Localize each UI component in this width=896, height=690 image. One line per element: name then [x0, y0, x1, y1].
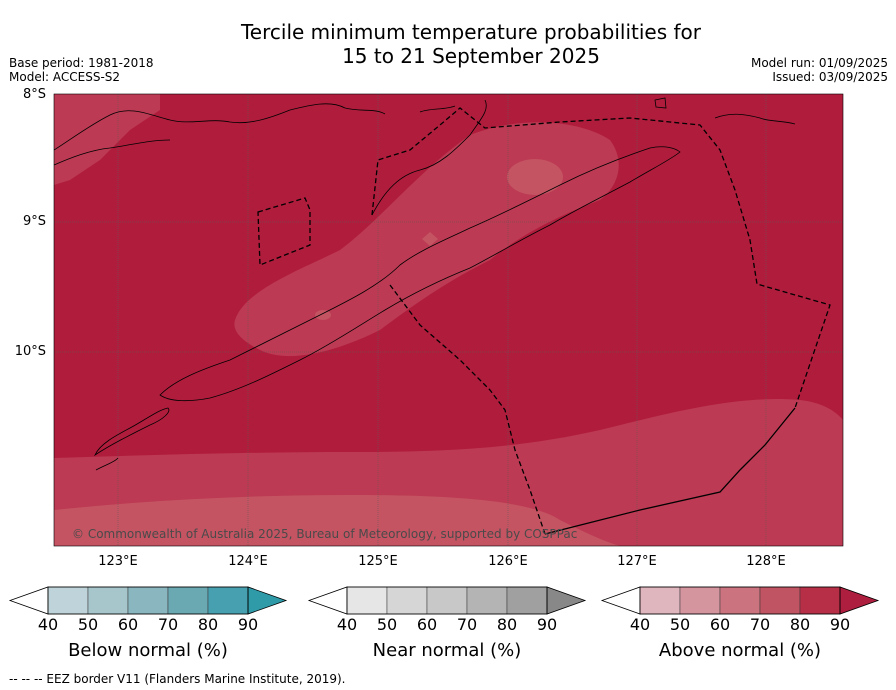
- lat-label-8s: 8°S: [22, 87, 46, 102]
- lon-label-124e: 124°E: [228, 554, 268, 569]
- colorbar-segment: [426, 586, 468, 615]
- colorbar-segment: [87, 586, 129, 615]
- meta-left: Base period: 1981-2018 Model: ACCESS-S2: [9, 56, 154, 84]
- lon-label-126e: 126°E: [488, 554, 528, 569]
- colorbar-segment: [167, 586, 209, 615]
- colorbar-tick-label: 90: [829, 615, 851, 634]
- colorbar-segment: [127, 586, 169, 615]
- colorbar-extend-high: [247, 586, 288, 615]
- colorbar-near: [307, 586, 587, 615]
- lon-label-127e: 127°E: [617, 554, 657, 569]
- colorbar-extend-low: [307, 586, 348, 615]
- colorbar-tick-label: 70: [456, 615, 478, 634]
- colorbar-segment: [506, 586, 548, 615]
- lat-label-10s: 10°S: [14, 344, 46, 359]
- colorbar-tick-label: 80: [496, 615, 518, 634]
- colorbar-tick-label: 60: [117, 615, 139, 634]
- colorbar-tick-label: 80: [789, 615, 811, 634]
- lon-label-128e: 128°E: [746, 554, 786, 569]
- colorbar-above: [600, 586, 880, 615]
- base-period: Base period: 1981-2018: [9, 56, 154, 70]
- colorbar-segment: [759, 586, 801, 615]
- colorbar-tick-label: 90: [237, 615, 259, 634]
- colorbar-tick-label: 50: [77, 615, 99, 634]
- prob-region-small-3: [315, 310, 331, 320]
- prob-region-bottom-2: [54, 495, 620, 546]
- copyright-notice: © Commonwealth of Australia 2025, Bureau…: [72, 527, 578, 541]
- lat-label-9s: 9°S: [22, 214, 46, 229]
- lon-label-125e: 125°E: [358, 554, 398, 569]
- prob-region-small-1: [507, 159, 563, 195]
- colorbar-title-near: Near normal (%): [372, 640, 522, 661]
- eez-footer-note: -- -- -- EEZ border V11 (Flanders Marine…: [9, 672, 346, 686]
- issued-date: Issued: 03/09/2025: [772, 70, 888, 84]
- colorbar-below: [8, 586, 288, 615]
- colorbar-segment: [346, 586, 388, 615]
- colorbar-segment: [466, 586, 508, 615]
- colorbar-frame: [639, 586, 841, 615]
- colorbar-segment: [679, 586, 721, 615]
- gridlines: [54, 94, 843, 546]
- map-title: Tercile minimum temperature probabilitie…: [0, 20, 896, 68]
- colorbar-segment: [639, 586, 681, 615]
- colorbar-extend-high: [839, 586, 880, 615]
- model-name: Model: ACCESS-S2: [9, 70, 121, 84]
- colorbar-segment: [386, 586, 428, 615]
- coastlines: [53, 97, 796, 471]
- colorbar-tick-label: 40: [336, 615, 358, 634]
- colorbar-tick-label: 50: [376, 615, 398, 634]
- title-line-2: 15 to 21 September 2025: [342, 44, 600, 68]
- colorbar-tick-label: 70: [157, 615, 179, 634]
- colorbar-tick-label: 90: [536, 615, 558, 634]
- lon-label-123e: 123°E: [98, 554, 138, 569]
- meta-right: Model run: 01/09/2025 Issued: 03/09/2025: [751, 56, 888, 84]
- eez-border: [257, 107, 831, 535]
- eez-border-solid: [544, 407, 796, 535]
- model-run: Model run: 01/09/2025: [750, 56, 888, 70]
- colorbar-tick-label: 60: [416, 615, 438, 634]
- colorbar-tick-label: 80: [197, 615, 219, 634]
- colorbar-extend-high: [546, 586, 587, 615]
- title-line-1: Tercile minimum temperature probabilitie…: [240, 20, 702, 44]
- colorbar-tick-label: 60: [709, 615, 731, 634]
- prob-region-top-left: [54, 94, 160, 185]
- colorbar-frame: [47, 586, 249, 615]
- colorbar-extend-low: [600, 586, 641, 615]
- colorbar-extend-low: [8, 586, 49, 615]
- colorbar-segment: [799, 586, 841, 615]
- colorbar-tick-label: 40: [629, 615, 651, 634]
- colorbar-tick-label: 40: [37, 615, 59, 634]
- colorbar-segment: [47, 586, 89, 615]
- colorbar-frame: [346, 586, 548, 615]
- map-frame: [53, 93, 844, 547]
- colorbar-tick-label: 70: [749, 615, 771, 634]
- colorbar-title-below: Below normal (%): [68, 640, 228, 661]
- colorbar-segment: [207, 586, 249, 615]
- colorbar-segment: [719, 586, 761, 615]
- colorbar-title-above: Above normal (%): [658, 640, 822, 661]
- colorbar-tick-label: 50: [669, 615, 691, 634]
- prob-region-small-2: [422, 232, 438, 246]
